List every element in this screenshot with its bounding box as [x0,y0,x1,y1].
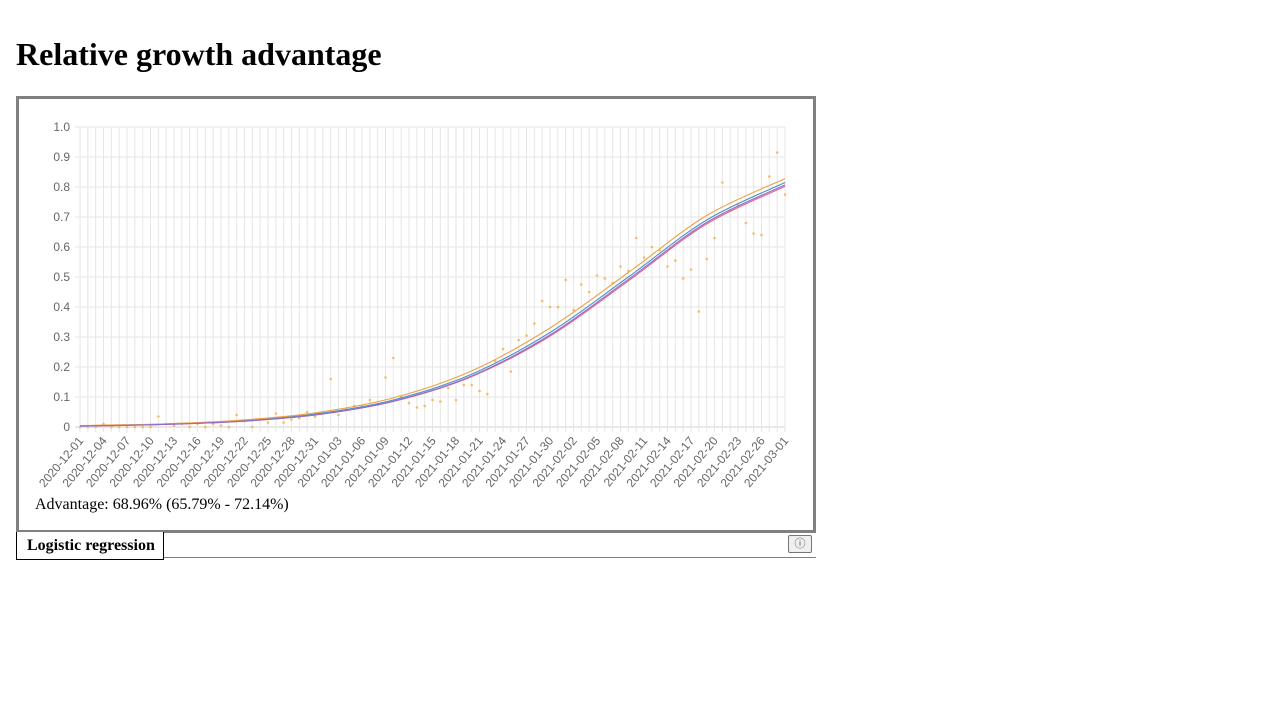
data-point [674,259,677,262]
data-point [744,221,748,225]
data-point [368,398,372,402]
y-tick-label: 0.1 [53,390,70,404]
data-point [266,421,270,424]
data-point [603,277,607,280]
data-point [517,338,520,342]
data-point [446,386,450,390]
data-point [125,425,129,429]
data-point [642,256,646,259]
advantage-summary: Advantage: 68.96% (65.79% - 72.14%) [35,496,289,513]
data-point [188,425,191,429]
data-point [290,418,293,421]
data-point [650,245,654,249]
data-point [775,151,779,154]
data-point [235,413,238,417]
data-point [133,425,137,429]
data-point [478,389,481,393]
y-tick-label: 0.9 [53,150,70,164]
chart-panel: 0 0.1 0.2 0.3 0.4 0.5 0.6 0.7 0.8 0.9 1.0 2020-12-0… [16,96,816,533]
data-point [141,425,144,429]
data-point [470,383,473,387]
data-point [619,265,622,268]
info-button[interactable]: ⓘ [788,535,812,553]
data-point [783,193,787,196]
data-point [533,322,536,325]
data-point [149,425,152,429]
data-point [768,175,771,178]
page-title: Relative growth advantage [16,36,382,72]
data-point [423,404,426,408]
y-tick-label: 0.8 [53,180,70,194]
data-point [501,347,505,351]
data-point [666,265,669,268]
y-tick-label: 0.2 [53,360,70,374]
data-point [117,425,121,429]
y-tick-label: 0.6 [53,240,70,254]
data-point [681,277,685,280]
growth-chart: 00.10.20.30.40.50.60.70.80.91.02020-12-0… [36,120,791,490]
tab-logistic-regression[interactable]: Logistic regression [16,532,164,560]
data-point [157,415,160,418]
data-point [313,415,317,418]
y-tick-label: 1.0 [53,120,70,134]
data-point [204,425,207,429]
data-point [384,376,387,379]
data-point [556,305,560,309]
data-point [219,424,223,427]
data-point [548,305,552,309]
data-point [580,283,583,286]
data-point [705,257,708,261]
data-point [564,278,567,282]
data-point [509,370,513,373]
series-line-lower2 [79,184,786,427]
data-point [721,181,724,184]
data-point [172,424,176,427]
series-line-upper [79,178,786,427]
data-point [415,406,419,409]
data-point [392,356,395,360]
data-point [439,400,442,403]
data-point [462,383,466,387]
data-point [454,398,458,402]
y-tick-label: 0.4 [53,300,70,314]
data-point [713,236,716,240]
data-point [431,398,434,402]
data-point [634,236,638,240]
data-point [274,412,278,415]
y-tick-label: 0.7 [53,210,70,224]
data-point [110,425,113,429]
data-point [251,425,254,429]
data-point [282,421,285,424]
data-point [595,274,599,277]
data-point [525,334,528,337]
data-point [760,233,763,237]
y-tick-label: 0.5 [53,270,70,284]
data-point [305,410,309,414]
data-point [697,310,701,313]
data-point [407,401,411,405]
data-point [689,268,693,271]
data-point [337,413,340,417]
y-tick-label: 0.3 [53,330,70,344]
data-point [587,290,591,294]
data-point [540,299,544,303]
data-point [329,377,332,381]
y-tick-label: 0 [63,420,70,434]
data-point [752,232,755,235]
data-point [572,308,575,312]
tab-bar: Logistic regression ⓘ [16,532,816,560]
data-point [227,425,231,429]
data-point [486,392,489,396]
info-icon: ⓘ [794,537,806,550]
